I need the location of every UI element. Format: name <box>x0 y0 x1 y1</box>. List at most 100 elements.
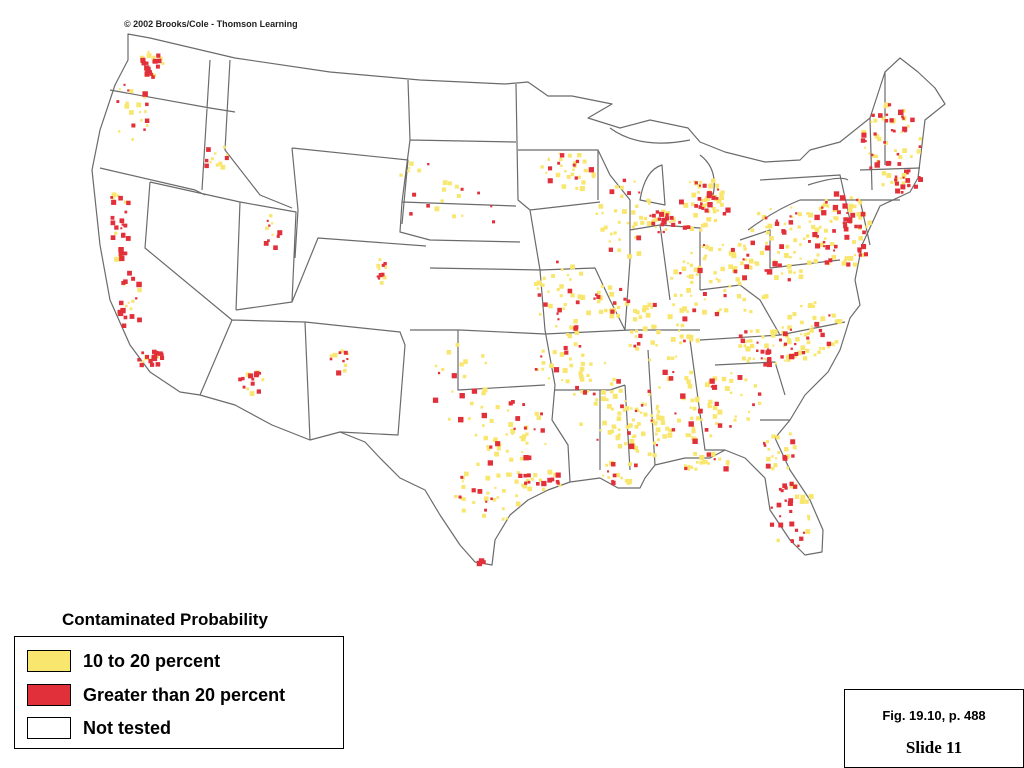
dot-10-20-percent <box>614 184 619 189</box>
dot-over-20-percent <box>626 299 631 304</box>
dot-10-20-percent <box>831 313 836 318</box>
dot-over-20-percent <box>737 375 743 380</box>
dot-10-20-percent <box>656 330 661 335</box>
dot-10-20-percent <box>635 346 640 351</box>
dot-over-20-percent <box>112 235 116 238</box>
dot-10-20-percent <box>462 374 467 379</box>
dot-10-20-percent <box>611 424 616 429</box>
dot-10-20-percent <box>715 277 718 281</box>
dot-10-20-percent <box>699 455 704 460</box>
dot-over-20-percent <box>564 350 569 355</box>
dot-10-20-percent <box>489 418 494 423</box>
dot-10-20-percent <box>480 405 484 409</box>
dot-10-20-percent <box>708 246 713 252</box>
dot-10-20-percent <box>710 451 716 457</box>
dot-over-20-percent <box>484 508 487 512</box>
dot-10-20-percent <box>551 274 555 278</box>
dot-over-20-percent <box>110 215 115 220</box>
dot-10-20-percent <box>808 220 812 223</box>
copyright-notice: © 2002 Brooks/Cole - Thomson Learning <box>124 19 298 29</box>
dot-10-20-percent <box>657 410 661 414</box>
dot-10-20-percent <box>565 379 570 384</box>
dot-10-20-percent <box>615 435 621 440</box>
dot-over-20-percent <box>894 178 898 182</box>
dot-over-20-percent <box>343 350 348 355</box>
dot-10-20-percent <box>220 164 226 170</box>
dot-over-20-percent <box>487 460 493 466</box>
dot-over-20-percent <box>412 192 417 197</box>
dot-10-20-percent <box>545 171 548 174</box>
dot-10-20-percent <box>566 333 570 336</box>
dot-over-20-percent <box>766 357 772 363</box>
dot-10-20-percent <box>902 148 907 153</box>
dot-10-20-percent <box>496 446 501 451</box>
dot-10-20-percent <box>683 464 687 467</box>
dot-10-20-percent <box>906 124 910 128</box>
dot-over-20-percent <box>125 236 131 241</box>
dot-10-20-percent <box>635 310 640 315</box>
dot-over-20-percent <box>622 178 627 183</box>
dot-over-20-percent <box>513 427 516 430</box>
dot-10-20-percent <box>803 237 806 240</box>
dot-10-20-percent <box>800 304 803 308</box>
dot-10-20-percent <box>873 118 878 123</box>
dot-10-20-percent <box>511 432 514 435</box>
dot-10-20-percent <box>561 379 564 382</box>
dot-10-20-percent <box>505 449 509 453</box>
dot-over-20-percent <box>582 390 588 395</box>
dot-over-20-percent <box>135 297 138 300</box>
dot-over-20-percent <box>784 457 788 461</box>
dot-over-20-percent <box>547 178 553 184</box>
dot-10-20-percent <box>716 209 719 212</box>
dot-10-20-percent <box>633 308 638 313</box>
dot-10-20-percent <box>555 172 561 178</box>
dot-10-20-percent <box>377 267 381 271</box>
dot-over-20-percent <box>273 245 278 250</box>
dot-10-20-percent <box>792 445 797 450</box>
dot-10-20-percent <box>788 432 792 436</box>
dot-10-20-percent <box>834 216 839 221</box>
dot-10-20-percent <box>581 180 586 185</box>
dot-10-20-percent <box>710 178 716 184</box>
dot-over-20-percent <box>432 397 439 403</box>
dot-over-20-percent <box>812 232 818 238</box>
dot-10-20-percent <box>721 243 724 246</box>
dot-over-20-percent <box>701 206 705 210</box>
dot-10-20-percent <box>691 202 695 207</box>
dot-over-20-percent <box>492 220 496 224</box>
dot-over-20-percent <box>832 204 839 211</box>
dot-over-20-percent <box>756 349 759 352</box>
dot-10-20-percent <box>614 426 617 429</box>
dot-10-20-percent <box>789 484 795 489</box>
dot-10-20-percent <box>540 165 544 169</box>
dot-over-20-percent <box>702 292 707 296</box>
dot-over-20-percent <box>526 455 532 460</box>
dot-10-20-percent <box>409 161 414 166</box>
dot-over-20-percent <box>627 191 631 195</box>
dot-over-20-percent <box>533 428 536 431</box>
dot-10-20-percent <box>655 427 661 433</box>
dot-10-20-percent <box>579 366 585 372</box>
dot-over-20-percent <box>772 261 778 267</box>
dot-10-20-percent <box>690 251 693 255</box>
dot-10-20-percent <box>775 435 780 440</box>
dot-over-20-percent <box>789 328 792 331</box>
dot-over-20-percent <box>746 253 750 257</box>
dot-over-20-percent <box>523 426 527 430</box>
dot-over-20-percent <box>574 176 578 180</box>
dot-10-20-percent <box>461 508 466 513</box>
dot-10-20-percent <box>827 345 830 349</box>
dot-10-20-percent <box>569 325 574 330</box>
dot-over-20-percent <box>540 355 543 358</box>
dot-10-20-percent <box>407 169 410 173</box>
dot-10-20-percent <box>818 206 823 211</box>
dot-over-20-percent <box>477 191 480 195</box>
dot-10-20-percent <box>728 250 734 256</box>
dot-10-20-percent <box>807 517 811 521</box>
dot-10-20-percent <box>786 466 789 470</box>
dot-over-20-percent <box>611 479 614 483</box>
dot-over-20-percent <box>892 129 896 133</box>
dot-over-20-percent <box>522 403 526 406</box>
dot-10-20-percent <box>245 372 251 377</box>
dot-over-20-percent <box>118 252 123 256</box>
